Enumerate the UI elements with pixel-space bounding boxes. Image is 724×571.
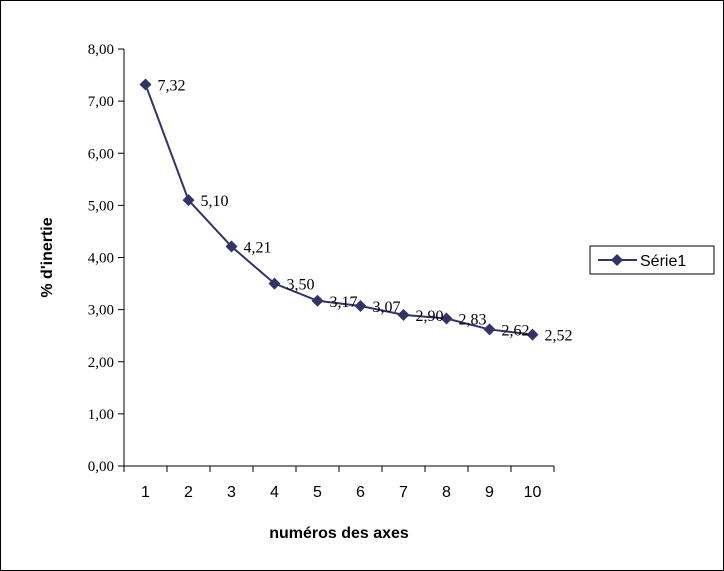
data-label: 2,52	[545, 328, 573, 345]
data-labels: 7,32 5,10 4,21 3,50 3,17 3,07 2,90 2,83 2,62 2,52	[158, 77, 573, 344]
data-point	[182, 194, 195, 207]
x-tick-label: 1	[141, 484, 150, 501]
y-tick-label: 4,00	[88, 251, 114, 267]
series-line	[144, 84, 533, 336]
y-tick-label: 2,00	[88, 355, 114, 371]
data-label: 4,21	[244, 240, 272, 257]
legend-marker	[611, 254, 623, 266]
x-tick-label: 3	[227, 484, 236, 501]
y-tick-label: 8,00	[88, 42, 114, 58]
y-tick-label: 6,00	[88, 146, 114, 162]
legend: Série1	[589, 245, 715, 275]
x-tick-label: 10	[524, 484, 542, 501]
data-point	[225, 240, 238, 253]
data-label: 2,83	[459, 311, 487, 328]
data-label: 3,17	[330, 294, 358, 311]
y-tick-label: 0,00	[88, 459, 114, 475]
y-axis-title: % d'inertie	[39, 217, 56, 297]
x-tick-label: 7	[399, 484, 408, 501]
x-tick-label: 2	[184, 484, 193, 501]
data-point	[483, 323, 496, 336]
data-label: 2,62	[502, 322, 530, 339]
x-axis-ticks: 1 2 3 4 5 6 7 8 9 10	[123, 466, 555, 501]
data-label: 7,32	[158, 77, 186, 94]
x-tick-label: 4	[270, 484, 279, 501]
data-point	[397, 308, 410, 321]
x-tick-label: 8	[442, 484, 451, 501]
x-axis-title: numéros des axes	[269, 525, 409, 542]
x-tick-label: 6	[356, 484, 365, 501]
legend-label: Série1	[640, 253, 686, 270]
data-point	[526, 328, 539, 341]
data-point	[311, 294, 324, 307]
y-tick-label: 1,00	[88, 407, 114, 423]
y-tick-label: 3,00	[88, 303, 114, 319]
series-1	[139, 78, 539, 341]
data-label: 3,50	[287, 277, 315, 294]
data-label: 2,90	[416, 308, 444, 325]
data-point	[440, 312, 453, 325]
data-point	[354, 299, 367, 312]
x-tick-label: 9	[485, 484, 494, 501]
data-label: 3,07	[373, 299, 401, 316]
y-tick-label: 5,00	[88, 198, 114, 214]
y-axis-ticks: 0,00 1,00 2,00 3,00 4,00 5,00 6,00 7,00 8,00	[88, 42, 124, 475]
y-tick-label: 7,00	[88, 94, 114, 110]
x-tick-label: 5	[313, 484, 322, 501]
data-point	[268, 277, 281, 290]
axes	[123, 49, 554, 467]
data-label: 5,10	[201, 193, 229, 210]
data-point	[139, 78, 152, 91]
